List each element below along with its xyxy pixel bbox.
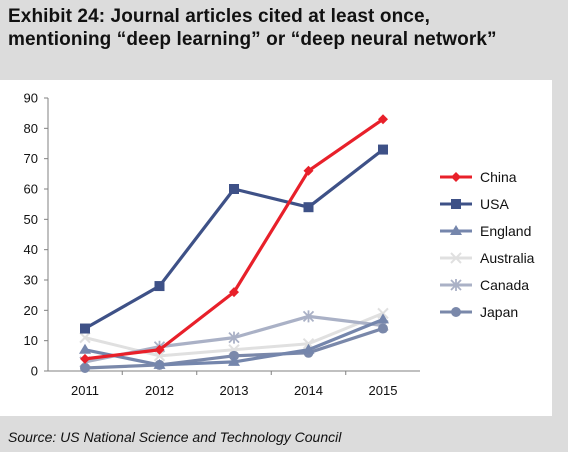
data-point-usa [154,281,165,292]
legend-label-china: China [480,169,517,185]
legend-marker-japan [451,307,461,317]
source-note: Source: US National Science and Technolo… [8,429,342,445]
chart-panel: 0 10 20 30 40 50 60 70 80 90 2011 2012 2013 2014 2015 C… [0,80,552,416]
y-tick-label: 0 [31,364,38,379]
x-tick-label: 2012 [145,383,174,398]
data-point-usa [229,184,239,194]
y-tick-label: 70 [24,151,38,166]
data-point-usa [378,144,388,155]
data-point-usa [80,323,90,334]
y-tick-label: 30 [24,273,38,288]
legend-marker-australia [450,252,462,264]
legend-label-canada: Canada [480,277,529,293]
series-line-usa [84,148,384,330]
y-tick-label: 40 [24,242,38,257]
data-point-canada [302,310,315,323]
data-point-england [228,355,240,366]
x-tick-label: 2015 [369,383,398,398]
x-tick-label: 2013 [220,383,249,398]
x-tick-label: 2011 [71,383,99,398]
legend-marker-england [450,225,462,235]
data-point-australia [79,331,91,344]
data-point-japan [229,350,239,361]
data-point-canada [228,331,240,344]
data-point-england [302,343,315,354]
legend-label-japan: Japan [480,304,518,320]
data-point-england [153,358,166,369]
y-tick-label: 50 [24,212,38,227]
x-tick-label: 2014 [294,383,323,398]
data-point-china [378,114,388,125]
y-tick-label: 80 [24,121,38,136]
data-point-japan [378,323,388,334]
y-tick-label: 90 [24,91,38,106]
data-point-china [303,165,314,176]
legend-marker-usa [451,199,461,209]
data-point-china [229,287,239,298]
data-point-england [377,313,389,324]
title-line-1: Exhibit 24: Journal articles cited at le… [8,6,430,27]
legend-label-australia: Australia [480,250,535,266]
data-point-china [154,344,165,355]
legend-marker-china [451,172,461,182]
legend-marker-canada [450,279,462,291]
exhibit-title: Exhibit 24: Journal articles cited at le… [8,5,560,51]
y-tick-label: 60 [24,182,38,197]
data-point-japan [80,362,90,373]
y-tick-label: 20 [24,303,38,318]
data-point-usa [303,202,314,213]
series-line-china [84,117,384,361]
data-point-china [80,353,90,364]
legend-label-usa: USA [480,196,509,212]
title-line-2: mentioning “deep learning” or “deep neur… [8,29,497,50]
line-chart: 0 10 20 30 40 50 60 70 80 90 2011 2012 2013 2014 2015 C… [24,91,535,399]
data-point-england [79,343,91,354]
data-point-australia [377,307,389,320]
legend-label-england: England [480,223,531,239]
y-tick-label: 10 [24,333,38,348]
data-point-australia [153,350,166,362]
